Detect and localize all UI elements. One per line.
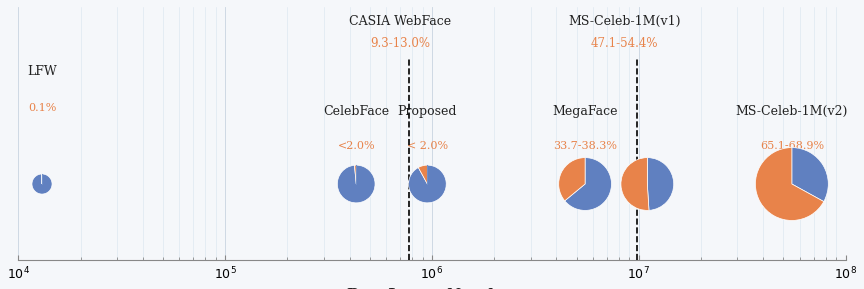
Text: 65.1-68.9%: 65.1-68.9% xyxy=(759,141,824,151)
Wedge shape xyxy=(755,148,823,221)
Wedge shape xyxy=(409,165,446,203)
Wedge shape xyxy=(337,165,375,203)
Text: 33.7-38.3%: 33.7-38.3% xyxy=(553,141,617,151)
Text: Proposed: Proposed xyxy=(397,105,457,118)
Wedge shape xyxy=(791,148,829,201)
Text: < 2.0%: < 2.0% xyxy=(407,141,448,151)
Text: 47.1-54.4%: 47.1-54.4% xyxy=(590,37,658,50)
Text: MS-Celeb-1M(v1): MS-Celeb-1M(v1) xyxy=(568,14,681,27)
Text: MegaFace: MegaFace xyxy=(552,105,618,118)
Wedge shape xyxy=(418,165,428,184)
Text: MS-Celeb-1M(v2): MS-Celeb-1M(v2) xyxy=(735,105,848,118)
Text: 9.3-13.0%: 9.3-13.0% xyxy=(370,37,430,50)
X-axis label: Raw Image Number: Raw Image Number xyxy=(347,288,517,289)
Wedge shape xyxy=(559,158,585,201)
Wedge shape xyxy=(354,165,356,184)
Text: <2.0%: <2.0% xyxy=(338,141,375,151)
Wedge shape xyxy=(32,174,52,194)
Text: 0.1%: 0.1% xyxy=(28,103,56,113)
Text: CASIA WebFace: CASIA WebFace xyxy=(349,14,451,27)
Text: LFW: LFW xyxy=(27,65,57,78)
Wedge shape xyxy=(647,158,674,210)
Wedge shape xyxy=(565,158,612,210)
Wedge shape xyxy=(621,158,649,210)
Text: CelebFace: CelebFace xyxy=(323,105,390,118)
